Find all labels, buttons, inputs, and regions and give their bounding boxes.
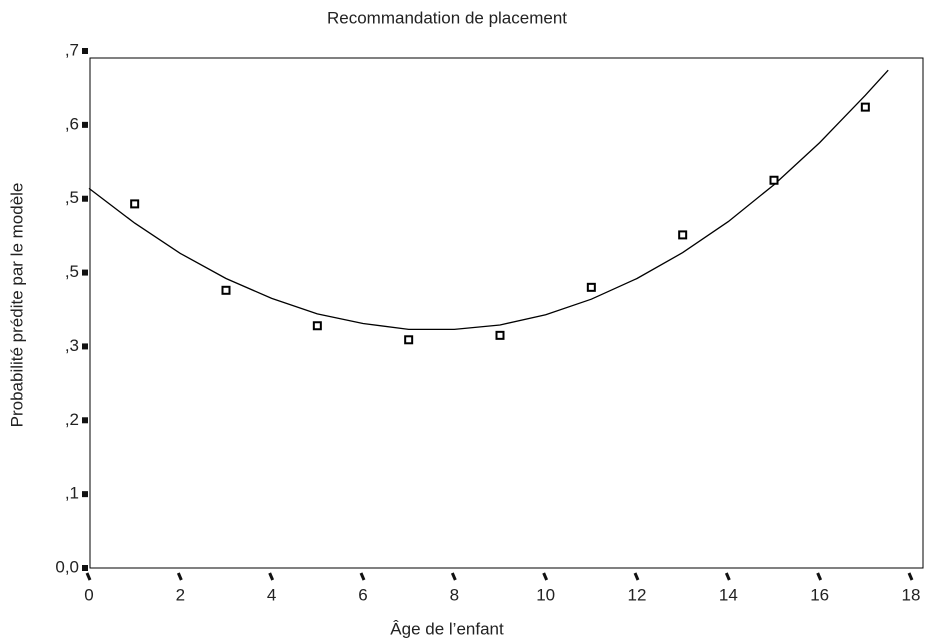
y-tick-label: ,7	[65, 40, 79, 59]
x-tick	[724, 572, 731, 581]
x-axis-label: Âge de l’enfant	[390, 619, 504, 638]
y-tick-label: ,5	[65, 188, 79, 207]
y-tick	[82, 417, 88, 424]
y-tick-label: ,6	[65, 114, 79, 133]
y-tick-label: 0,0	[55, 557, 79, 576]
x-tick-label: 16	[810, 585, 829, 604]
x-tick	[268, 572, 275, 581]
x-tick-label: 14	[719, 585, 738, 604]
data-point	[678, 230, 688, 240]
x-tick-label: 8	[450, 585, 459, 604]
x-tick	[816, 572, 823, 581]
data-point	[586, 282, 596, 292]
data-point	[860, 102, 870, 112]
plot-frame	[89, 57, 924, 569]
data-point	[130, 199, 140, 209]
x-tick	[907, 572, 914, 581]
y-tick	[82, 491, 88, 498]
data-point	[221, 285, 231, 295]
y-axis-label: Probabilité prédite par le modèle	[7, 183, 26, 428]
y-tick-label: ,2	[65, 410, 79, 429]
x-tick	[633, 572, 640, 581]
chart-title: Recommandation de placement	[327, 8, 567, 27]
x-tick	[450, 572, 457, 581]
x-tick	[359, 572, 366, 581]
y-tick-label: ,3	[65, 336, 79, 355]
y-tick	[82, 565, 88, 571]
y-tick	[82, 48, 88, 54]
data-point	[404, 335, 414, 345]
x-tick-label: 18	[902, 585, 921, 604]
x-tick-label: 6	[358, 585, 367, 604]
data-point	[769, 175, 779, 185]
x-tick-label: 10	[536, 585, 555, 604]
x-tick-label: 12	[628, 585, 647, 604]
y-tick-label: ,5	[65, 262, 79, 281]
x-tick	[542, 572, 549, 581]
y-tick	[82, 269, 88, 276]
data-point	[312, 321, 322, 331]
data-point	[495, 330, 505, 340]
x-tick-label: 0	[84, 585, 93, 604]
x-tick-label: 2	[176, 585, 185, 604]
y-tick-label: ,1	[65, 484, 79, 503]
y-tick	[82, 121, 88, 128]
x-tick-label: 4	[267, 585, 276, 604]
fit-curve	[88, 69, 889, 331]
y-tick	[82, 195, 88, 202]
x-tick	[176, 572, 183, 581]
y-tick	[82, 343, 88, 350]
x-tick	[85, 572, 92, 581]
